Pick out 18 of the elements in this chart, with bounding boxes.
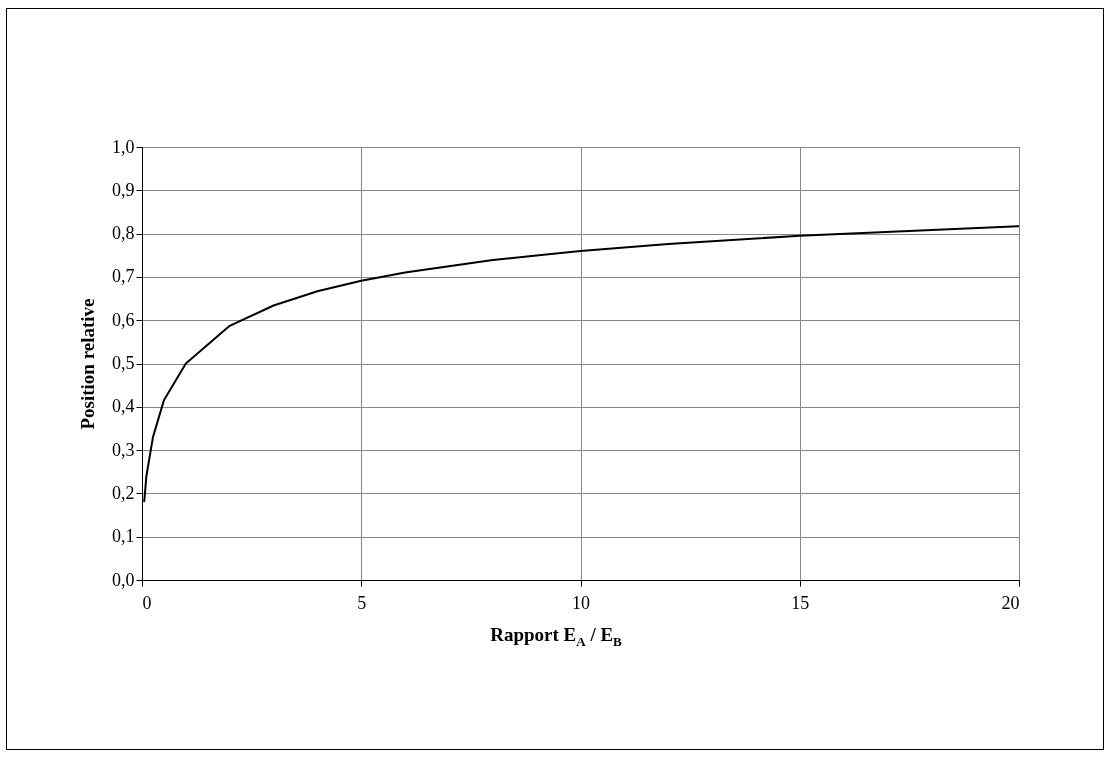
x-tick-label: 10 [572,592,590,613]
y-tick-label: 0,6 [112,309,135,330]
x-tick-label: 15 [791,592,810,613]
y-tick-label: 0,2 [112,482,135,503]
x-tick-label: 20 [1001,592,1020,613]
y-tick-label: 0,3 [112,439,135,460]
y-tick-label: 0,7 [112,266,135,287]
y-tick-label: 0,0 [112,569,135,590]
y-tick-label: 0,5 [112,353,135,373]
y-tick-label: 0,8 [112,223,135,244]
y-tick-label: 1,0 [112,136,135,157]
x-tick-label: 0 [142,592,152,613]
x-tick-label: 5 [357,592,367,613]
y-tick-label: 0,1 [112,526,135,547]
y-tick-label: 0,9 [112,179,135,200]
y-tick-label: 0,4 [112,396,135,417]
x-axis-title: Rapport E$_{A}$ / E$_{B}$ [489,624,623,650]
y-axis-title: Position relative [77,298,98,430]
